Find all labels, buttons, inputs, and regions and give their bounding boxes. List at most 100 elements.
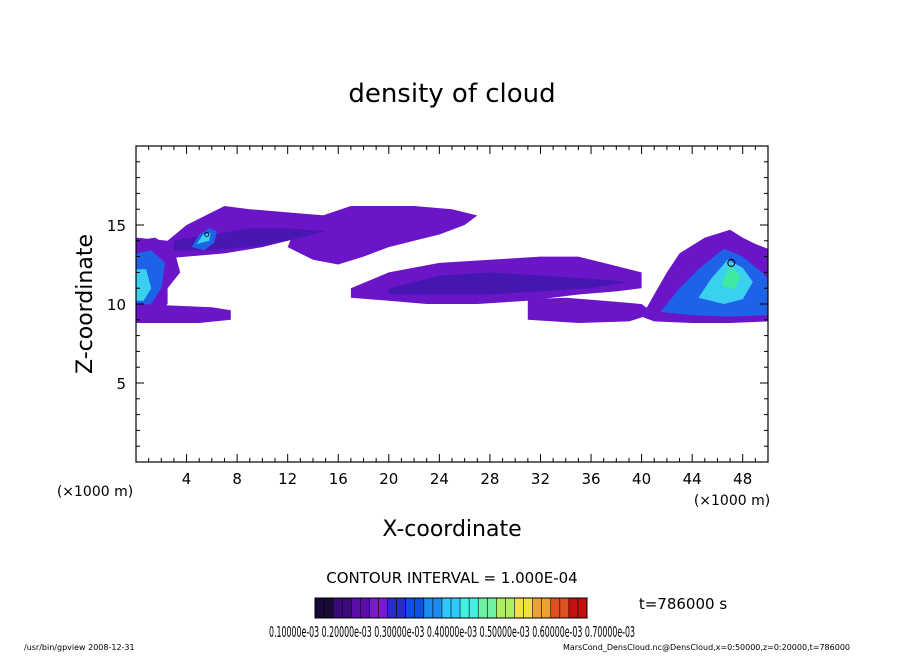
colorbar-swatch [360,598,366,618]
colorbar-swatch [315,598,321,618]
colorbar-swatch [555,598,561,618]
colorbar-swatch [351,598,357,618]
colorbar-swatch [478,598,484,618]
colorbar-swatch [319,598,325,618]
colorbar-frame [314,597,588,619]
contour-ring [727,258,736,267]
x-tick-label: 12 [278,470,297,488]
colorbar-swatch [514,598,520,618]
colorbar-swatch [396,598,402,618]
cloud-peak-upper-left [196,232,211,244]
colorbar-swatch [441,598,447,618]
colorbar-swatch [405,598,411,618]
colorbar-swatch [537,598,543,618]
colorbar-swatch [582,598,588,618]
contour-interval: CONTOUR INTERVAL = 1.000E-04 [326,569,577,587]
colorbar-swatch [346,598,352,618]
colorbar-swatch [577,598,583,618]
x-tick-label: 48 [733,470,752,488]
colorbar-swatch [446,598,452,618]
colorbar-swatch [437,598,443,618]
colorbar-swatch [464,598,470,618]
colorbar-swatch [532,598,538,618]
x-tick-label: 4 [182,470,192,488]
y-tick-label: 15 [107,217,126,235]
colorbar-swatch [546,598,552,618]
x-tick-label: 20 [379,470,398,488]
contour-ring [204,232,210,237]
y-tick-label: 10 [107,296,126,314]
colorbar-swatch [414,598,420,618]
cloud-region-lower-left [136,304,231,323]
x-tick-label: 44 [683,470,702,488]
colorbar-swatch [550,598,556,618]
cloud-region-lower-right [527,297,655,323]
x-tick-label: 40 [632,470,651,488]
footer-left: /usr/bin/gpview 2008-12-31 [24,643,135,652]
x-tick-label: 24 [430,470,449,488]
colorbar-swatch [491,598,497,618]
x-tick-label: 28 [480,470,499,488]
colorbar-swatch [378,598,384,618]
colorbar-swatch [500,598,506,618]
colorbar-swatch [337,598,343,618]
time-label: t=786000 s [639,595,727,613]
density-field [136,206,768,323]
colorbar-swatch [564,598,570,618]
colorbar-swatch [451,598,457,618]
x-unit-right: (×1000 m) [694,493,770,509]
colorbar-swatch [369,598,375,618]
colorbar-swatch [324,598,330,618]
cloud-peak-right-max [721,266,741,290]
colorbar-swatch [519,598,525,618]
colorbar-swatch [482,598,488,618]
x-tick-label: 36 [581,470,600,488]
colorbar-labels: 0.10000e-03 0.20000e-03 0.30000e-03 0.40… [269,623,635,641]
colorbar-swatch [573,598,579,618]
colorbar [314,597,588,619]
colorbar-swatch [328,598,334,618]
colorbar-swatch [528,598,534,618]
colorbar-swatch [455,598,461,618]
x-unit-left: (×1000 m) [57,484,133,500]
cloud-region-upper-mid [287,206,478,265]
colorbar-swatch [419,598,425,618]
colorbar-swatch [383,598,389,618]
colorbar-swatch [469,598,475,618]
colorbar-swatch [568,598,574,618]
colorbar-swatch [509,598,515,618]
y-axis-ticks: 5 10 15 [107,161,768,447]
colorbar-swatch [387,598,393,618]
x-tick-label: 32 [531,470,550,488]
cloud-peak-left-column [136,269,152,301]
colorbar-swatch [364,598,370,618]
x-tick-label: 8 [232,470,242,488]
colorbar-swatch [423,598,429,618]
colorbar-swatch [496,598,502,618]
cloud-streak-upper [173,228,326,251]
y-tick-label: 5 [116,375,126,393]
x-axis-label: X-coordinate [382,517,521,542]
colorbar-swatch [541,598,547,618]
colorbar-swatch [373,598,379,618]
colorbar-swatch [559,598,565,618]
y-axis-label: Z-coordinate [73,234,98,374]
colorbar-swatch [392,598,398,618]
colorbar-swatch [333,598,339,618]
chart-title: density of cloud [348,79,555,109]
colorbar-swatch [505,598,511,618]
colorbar-swatch [460,598,466,618]
x-axis-ticks: 4 8 12 16 20 24 28 32 36 40 44 48 [148,146,756,488]
x-tick-label: 16 [329,470,348,488]
colorbar-swatch [487,598,493,618]
colorbar-swatch [473,598,479,618]
colorbar-swatch [355,598,361,618]
colorbar-swatch [410,598,416,618]
colorbar-swatch [428,598,434,618]
colorbar-swatch [342,598,348,618]
colorbar-swatch [401,598,407,618]
colorbar-swatch [432,598,438,618]
colorbar-swatch [523,598,529,618]
